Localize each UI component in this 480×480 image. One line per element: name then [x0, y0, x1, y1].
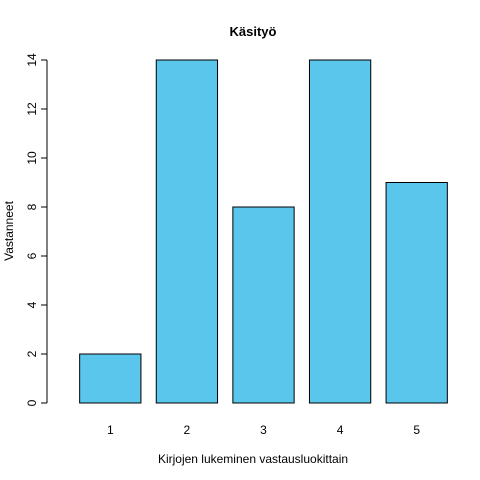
- x-axis-tick-label: 2: [184, 423, 191, 437]
- x-axis-tick-label: 1: [107, 423, 114, 437]
- bar-3: [232, 206, 295, 404]
- x-axis-tick-label: 4: [337, 423, 344, 437]
- y-axis-tick-label: 2: [25, 350, 39, 357]
- y-axis-tick-label: 10: [25, 151, 39, 165]
- x-axis-tick-label: 5: [413, 423, 420, 437]
- bars: [79, 59, 448, 404]
- x-axis-label: Kirjojen lukeminen vastausluokittain: [158, 452, 348, 466]
- y-axis-tick-label: 6: [25, 252, 39, 259]
- chart-title: Käsityö: [230, 24, 277, 39]
- y-axis-tick-label: 12: [25, 102, 39, 116]
- y-axis-label: Vastanneet: [2, 200, 16, 260]
- y-axis-tick-label: 4: [25, 301, 39, 308]
- bar-2: [155, 59, 219, 404]
- bar-1: [79, 353, 142, 404]
- y-axis: 0 2 4 6 8 10 12 14: [25, 53, 48, 406]
- bar-5: [385, 182, 448, 404]
- x-axis-tick-labels: 1 2 3 4 5: [107, 423, 420, 437]
- y-axis-tick-label: 0: [25, 399, 39, 406]
- y-axis-tick-label: 14: [25, 53, 39, 67]
- bar-4: [308, 59, 372, 404]
- y-axis-tick-label: 8: [25, 203, 39, 210]
- x-axis-tick-label: 3: [260, 423, 267, 437]
